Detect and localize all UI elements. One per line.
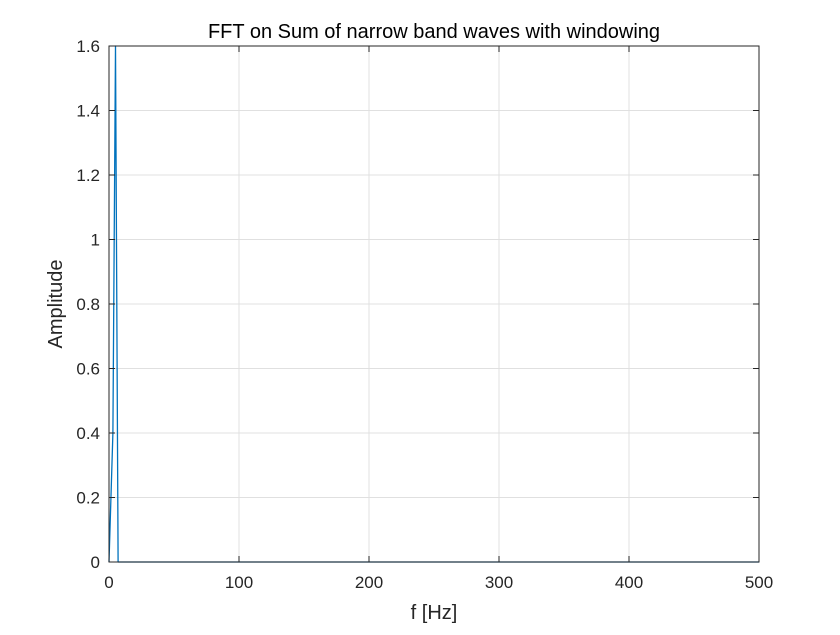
- chart-title: FFT on Sum of narrow band waves with win…: [208, 21, 660, 43]
- y-tick-label: 0: [91, 553, 100, 572]
- y-tick-label: 1.2: [76, 166, 100, 185]
- y-tick-label: 0.4: [76, 424, 100, 443]
- x-tick-label: 300: [485, 573, 513, 592]
- x-tick-label: 500: [745, 573, 773, 592]
- x-axis-label: f [Hz]: [411, 602, 458, 624]
- y-axis-label: Amplitude: [45, 260, 67, 349]
- x-tick-label: 0: [104, 573, 113, 592]
- y-tick-label: 1: [91, 231, 100, 250]
- y-tick-label: 0.8: [76, 295, 100, 314]
- y-tick-label: 0.2: [76, 489, 100, 508]
- x-tick-label: 100: [225, 573, 253, 592]
- x-tick-label: 200: [355, 573, 383, 592]
- y-tick-label: 0.6: [76, 360, 100, 379]
- y-tick-label: 1.4: [76, 102, 100, 121]
- y-tick-label: 1.6: [76, 37, 100, 56]
- x-tick-label: 400: [615, 573, 643, 592]
- ticks: [108, 45, 760, 563]
- tick-labels: 0 100 200 300 400 500 0 0.2 0.4 0.6 0.8 1 1.2 1.4 1.6: [76, 37, 773, 592]
